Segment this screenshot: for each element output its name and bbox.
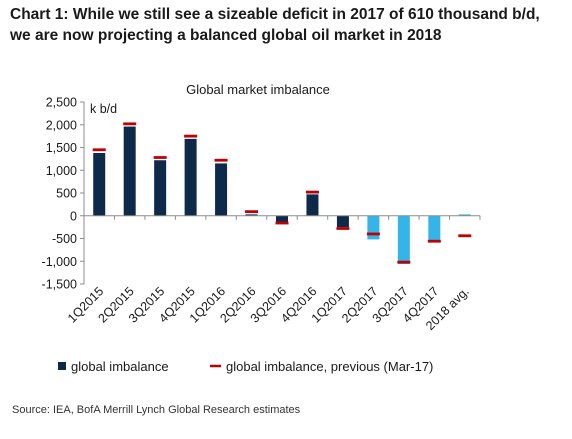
y-tick-label: -1,000 bbox=[42, 255, 77, 269]
bar-1q2017 bbox=[336, 215, 349, 228]
bar-2q2015 bbox=[123, 126, 136, 216]
y-tick-label: 2,500 bbox=[46, 96, 77, 110]
chart-title: Global market imbalance bbox=[186, 82, 330, 97]
zero-axis bbox=[83, 215, 481, 220]
bar-2q2016 bbox=[245, 214, 258, 216]
bar-4q2016 bbox=[306, 194, 319, 216]
bar-2q2017 bbox=[367, 215, 380, 240]
y-tick-label: -1,500 bbox=[42, 278, 77, 292]
bar-2018-avg- bbox=[458, 214, 471, 216]
source-note: Source: IEA, BofA Merrill Lynch Global R… bbox=[12, 404, 301, 416]
y-tick-label: -500 bbox=[52, 232, 77, 246]
y-tick-label: 1,000 bbox=[46, 164, 77, 178]
chart-heading-line-2: we are now projecting a balanced global … bbox=[10, 27, 442, 44]
legend: global imbalance global imbalance, previ… bbox=[58, 359, 433, 374]
unit-label: k b/d bbox=[90, 102, 117, 116]
bars-group bbox=[93, 126, 471, 264]
y-tick-label: 500 bbox=[56, 187, 77, 201]
legend-label-previous: global imbalance, previous (Mar-17) bbox=[226, 359, 433, 374]
y-axis: 2,500 2,000 1,500 1,000 500 0 -500 -1,000 -1,500 bbox=[42, 96, 85, 292]
bar-4q2015 bbox=[184, 138, 197, 216]
y-tick-label: 1,500 bbox=[46, 141, 77, 155]
legend-label-global-imbalance: global imbalance bbox=[71, 359, 169, 374]
bar-3q2015 bbox=[154, 160, 167, 216]
y-tick-label: 2,000 bbox=[46, 118, 77, 132]
bar-3q2016 bbox=[276, 215, 288, 223]
imbalance-chart: Global market imbalance k b/d 2,500 2,000… bbox=[42, 82, 481, 374]
bar-1q2015 bbox=[93, 152, 106, 216]
y-tick-label: 0 bbox=[70, 209, 77, 223]
bar-3q2017 bbox=[397, 215, 410, 264]
previous-markers-group bbox=[92, 122, 472, 264]
chart-heading-line-1: Chart 1: While we still see a sizeable d… bbox=[10, 6, 540, 23]
legend-swatch-global-imbalance bbox=[58, 362, 66, 370]
bar-1q2016 bbox=[215, 163, 228, 216]
chart-heading: Chart 1: While we still see a sizeable d… bbox=[10, 4, 566, 46]
x-tick-labels: 1Q20152Q20153Q20154Q20151Q20162Q20163Q20… bbox=[65, 284, 472, 333]
bar-4q2017 bbox=[428, 215, 441, 242]
